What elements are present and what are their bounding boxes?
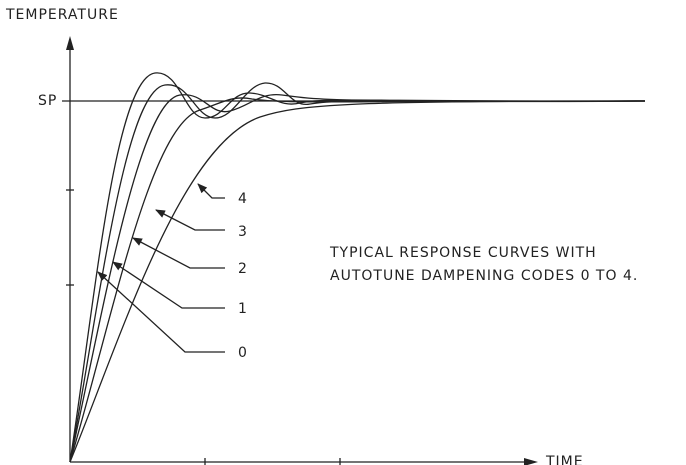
leader-1 xyxy=(112,261,225,309)
y-axis-label: TEMPERATURE xyxy=(5,7,119,23)
curves xyxy=(69,72,646,463)
curve-label: 4 xyxy=(238,191,248,207)
curve-label: 2 xyxy=(238,261,248,277)
x-axis-label: TIME xyxy=(545,454,584,465)
setpoint-label: SP xyxy=(38,93,57,109)
curve-4 xyxy=(69,100,646,463)
annotation: AUTOTUNE DAMPENING CODES 0 TO 4. xyxy=(330,268,638,284)
annotation: TYPICAL RESPONSE CURVES WITH xyxy=(329,245,597,261)
leader-0 xyxy=(97,271,225,353)
leader-4 xyxy=(197,183,225,199)
x-arrow xyxy=(524,458,538,465)
curve-label: 3 xyxy=(238,224,248,240)
y-arrow xyxy=(66,36,74,50)
leader-2 xyxy=(132,237,225,269)
curve-label: 0 xyxy=(238,345,248,361)
curve-2 xyxy=(69,93,646,463)
leaders xyxy=(97,183,225,353)
leader-3 xyxy=(155,209,225,231)
curve-3 xyxy=(69,97,646,463)
curve-label: 1 xyxy=(238,301,248,317)
curve-1 xyxy=(69,82,646,463)
